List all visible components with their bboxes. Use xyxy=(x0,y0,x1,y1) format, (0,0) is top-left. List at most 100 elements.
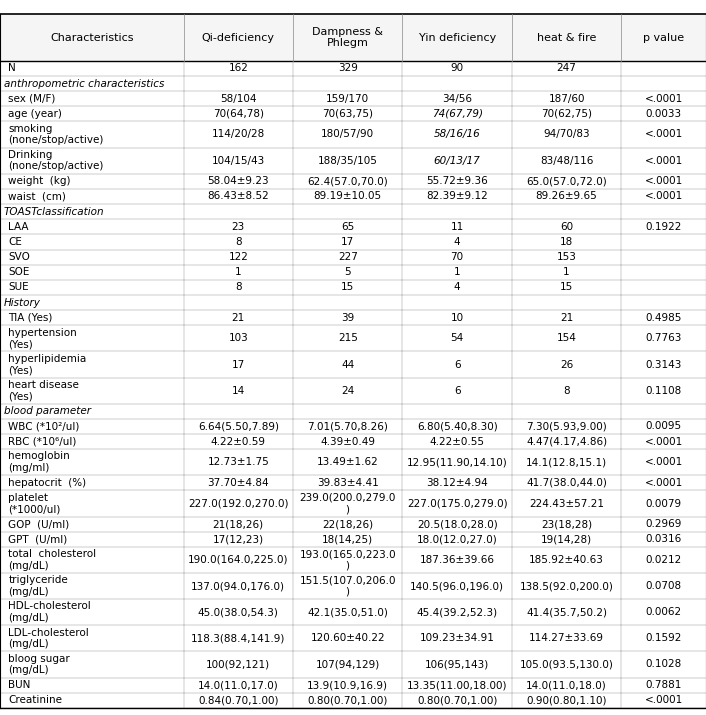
Text: 24: 24 xyxy=(341,385,354,395)
Text: 4: 4 xyxy=(454,282,460,292)
Text: triglyceride
(mg/dL): triglyceride (mg/dL) xyxy=(8,576,68,597)
Text: 4.47(4.17,4.86): 4.47(4.17,4.86) xyxy=(526,437,607,447)
Text: 1: 1 xyxy=(235,267,241,277)
Text: 14: 14 xyxy=(232,385,245,395)
Text: <.0001: <.0001 xyxy=(645,129,683,139)
Text: 0.84(0.70,1.00): 0.84(0.70,1.00) xyxy=(198,695,279,705)
Text: 0.0316: 0.0316 xyxy=(645,534,682,544)
Text: 0.80(0.70,1.00): 0.80(0.70,1.00) xyxy=(308,695,388,705)
Text: 153: 153 xyxy=(556,252,577,262)
Text: TOASTclassification: TOASTclassification xyxy=(4,207,104,217)
Text: 70(64,78): 70(64,78) xyxy=(213,109,264,119)
Text: 13.49±1.62: 13.49±1.62 xyxy=(317,458,378,467)
Text: 54: 54 xyxy=(450,333,464,343)
Text: 13.35(11.00,18.00): 13.35(11.00,18.00) xyxy=(407,680,508,690)
Text: BUN: BUN xyxy=(8,680,31,690)
Text: hemoglobin
(mg/ml): hemoglobin (mg/ml) xyxy=(8,451,70,473)
Text: 227.0(192.0,270.0): 227.0(192.0,270.0) xyxy=(188,498,289,508)
Text: 83/48/116: 83/48/116 xyxy=(540,156,593,166)
Text: 14.0(11.0,18.0): 14.0(11.0,18.0) xyxy=(526,680,607,690)
Text: 4: 4 xyxy=(454,237,460,247)
Text: 227: 227 xyxy=(337,252,358,262)
Text: SUE: SUE xyxy=(8,282,29,292)
Text: 21: 21 xyxy=(560,312,573,322)
Text: 106(95,143): 106(95,143) xyxy=(425,659,489,669)
Text: 70(62,75): 70(62,75) xyxy=(541,109,592,119)
Text: 5: 5 xyxy=(345,267,351,277)
Text: 58.04±9.23: 58.04±9.23 xyxy=(208,177,269,187)
Text: 151.5(107.0,206.0
): 151.5(107.0,206.0 ) xyxy=(299,576,396,597)
Text: 4.22±0.55: 4.22±0.55 xyxy=(430,437,484,447)
Text: <.0001: <.0001 xyxy=(645,695,683,705)
Text: 38.12±4.94: 38.12±4.94 xyxy=(426,478,488,488)
Text: hypertension
(Yes): hypertension (Yes) xyxy=(8,327,77,349)
Text: 187/60: 187/60 xyxy=(549,94,585,104)
Text: 215: 215 xyxy=(337,333,358,343)
Text: 45.0(38.0,54.3): 45.0(38.0,54.3) xyxy=(198,607,279,617)
Text: 89.26±9.65: 89.26±9.65 xyxy=(536,192,597,202)
Text: 65.0(57.0,72.0): 65.0(57.0,72.0) xyxy=(526,177,607,187)
Text: 0.80(0.70,1.00): 0.80(0.70,1.00) xyxy=(417,695,497,705)
Text: 159/170: 159/170 xyxy=(326,94,369,104)
Text: 7.30(5.93,9.00): 7.30(5.93,9.00) xyxy=(526,421,607,431)
Text: HDL-cholesterol
(mg/dL): HDL-cholesterol (mg/dL) xyxy=(8,601,91,623)
Text: heart disease
(Yes): heart disease (Yes) xyxy=(8,380,79,401)
Text: Qi-deficiency: Qi-deficiency xyxy=(202,33,275,42)
Text: 114/20/28: 114/20/28 xyxy=(212,129,265,139)
Text: 104/15/43: 104/15/43 xyxy=(212,156,265,166)
Text: <.0001: <.0001 xyxy=(645,156,683,166)
Text: 23(18,28): 23(18,28) xyxy=(541,519,592,529)
Text: 0.0708: 0.0708 xyxy=(645,581,682,591)
Text: 17(12,23): 17(12,23) xyxy=(213,534,264,544)
Bar xyxy=(0,14,706,61)
Text: hyperlipidemia
(Yes): hyperlipidemia (Yes) xyxy=(8,354,87,375)
Text: Creatinine: Creatinine xyxy=(8,695,62,705)
Text: 20.5(18.0,28.0): 20.5(18.0,28.0) xyxy=(417,519,498,529)
Text: 8: 8 xyxy=(563,385,570,395)
Text: 15: 15 xyxy=(560,282,573,292)
Text: 90: 90 xyxy=(450,64,464,74)
Text: 0.0033: 0.0033 xyxy=(645,109,682,119)
Text: 14.1(12.8,15.1): 14.1(12.8,15.1) xyxy=(526,458,607,467)
Text: 60/13/17: 60/13/17 xyxy=(433,156,481,166)
Text: SVO: SVO xyxy=(8,252,30,262)
Text: 14.0(11.0,17.0): 14.0(11.0,17.0) xyxy=(198,680,279,690)
Text: 107(94,129): 107(94,129) xyxy=(316,659,380,669)
Text: 4.39±0.49: 4.39±0.49 xyxy=(321,437,375,447)
Text: 0.3143: 0.3143 xyxy=(645,360,682,370)
Text: 82.39±9.12: 82.39±9.12 xyxy=(426,192,488,202)
Text: sex (M/F): sex (M/F) xyxy=(8,94,56,104)
Text: WBC (*10²/ul): WBC (*10²/ul) xyxy=(8,421,80,431)
Text: 114.27±33.69: 114.27±33.69 xyxy=(529,633,604,644)
Text: 15: 15 xyxy=(341,282,354,292)
Text: 109.23±34.91: 109.23±34.91 xyxy=(419,633,495,644)
Text: RBC (*10⁶/ul): RBC (*10⁶/ul) xyxy=(8,437,77,447)
Text: 21(18,26): 21(18,26) xyxy=(213,519,264,529)
Text: 0.1108: 0.1108 xyxy=(645,385,682,395)
Text: platelet
(*1000/ul): platelet (*1000/ul) xyxy=(8,493,61,514)
Text: 94/70/83: 94/70/83 xyxy=(543,129,590,139)
Text: TIA (Yes): TIA (Yes) xyxy=(8,312,53,322)
Text: smoking
(none/stop/active): smoking (none/stop/active) xyxy=(8,124,104,145)
Text: 138.5(92.0,200.0): 138.5(92.0,200.0) xyxy=(520,581,614,591)
Text: 0.1592: 0.1592 xyxy=(645,633,682,644)
Text: Yin deficiency: Yin deficiency xyxy=(419,33,496,42)
Text: 0.0095: 0.0095 xyxy=(645,421,682,431)
Text: <.0001: <.0001 xyxy=(645,478,683,488)
Text: 60: 60 xyxy=(560,222,573,232)
Text: anthropometric characteristics: anthropometric characteristics xyxy=(4,79,164,89)
Text: Drinking
(none/stop/active): Drinking (none/stop/active) xyxy=(8,150,104,172)
Text: 26: 26 xyxy=(560,360,573,370)
Text: 19(14,28): 19(14,28) xyxy=(541,534,592,544)
Text: 154: 154 xyxy=(556,333,577,343)
Text: 105.0(93.5,130.0): 105.0(93.5,130.0) xyxy=(520,659,614,669)
Text: LAA: LAA xyxy=(8,222,29,232)
Text: CE: CE xyxy=(8,237,23,247)
Text: 34/56: 34/56 xyxy=(442,94,472,104)
Text: 6: 6 xyxy=(454,360,460,370)
Text: 140.5(96.0,196.0): 140.5(96.0,196.0) xyxy=(410,581,504,591)
Text: heat & fire: heat & fire xyxy=(537,33,597,42)
Text: 45.4(39.2,52.3): 45.4(39.2,52.3) xyxy=(417,607,498,617)
Text: 58/16/16: 58/16/16 xyxy=(433,129,481,139)
Text: <.0001: <.0001 xyxy=(645,437,683,447)
